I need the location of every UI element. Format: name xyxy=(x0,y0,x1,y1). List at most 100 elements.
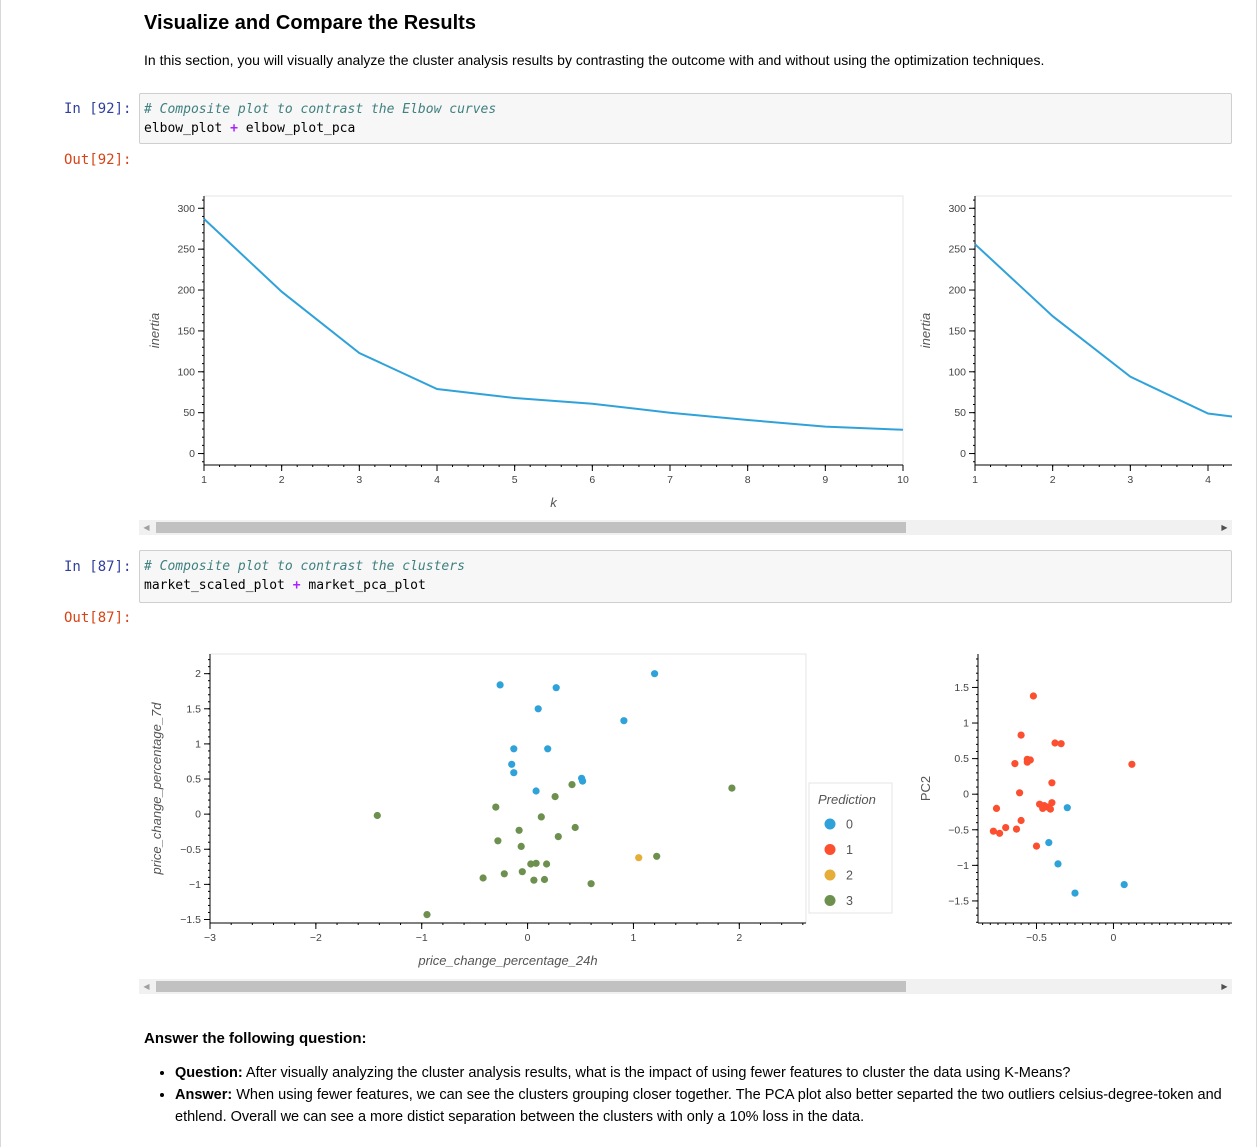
plot-frame xyxy=(974,195,1232,466)
scatter-point-cluster-3 xyxy=(728,784,736,792)
y-tick-label: 50 xyxy=(954,407,966,419)
y-tick-label: −1.5 xyxy=(948,895,969,907)
scatter-point-cluster-0 xyxy=(1120,881,1128,889)
answer-item: Answer: When using fewer features, we ca… xyxy=(175,1084,1258,1128)
question-label: Question: xyxy=(175,1065,243,1081)
legend-title: Prediction xyxy=(818,792,876,807)
y-tick-label: 0.5 xyxy=(954,753,969,765)
scatter-point-cluster-0 xyxy=(651,670,659,678)
code-comment: # Composite plot to contrast the Elbow c… xyxy=(144,102,497,117)
y-tick-label: 0.5 xyxy=(186,774,201,786)
scatter-point-cluster-3 xyxy=(479,874,487,882)
scatter-point-cluster-3 xyxy=(653,852,661,860)
x-tick-label: 10 xyxy=(897,474,909,486)
scatter-point-cluster-1 xyxy=(992,804,1001,812)
elbow-line xyxy=(203,218,904,431)
output-prompt: Out[92]: xyxy=(64,152,132,168)
scatter-point-cluster-1 xyxy=(1011,760,1019,768)
code-cell[interactable]: # Composite plot to contrast the cluster… xyxy=(139,550,1232,603)
scatter-point-cluster-1 xyxy=(1002,824,1010,832)
x-tick-label: 1 xyxy=(972,474,978,486)
x-tick-label: 4 xyxy=(1205,474,1211,486)
y-tick-label: 150 xyxy=(177,325,195,337)
y-axis-label: PC2 xyxy=(918,776,933,801)
scatter-point-cluster-0 xyxy=(496,681,504,689)
horizontal-scrollbar[interactable]: ◀ ▶ xyxy=(139,520,1232,535)
scroll-right-arrow-icon[interactable]: ▶ xyxy=(1221,523,1228,532)
scatter-point-cluster-3 xyxy=(500,870,508,878)
answer-label: Answer: xyxy=(175,1087,233,1103)
scatter-point-cluster-1 xyxy=(1017,816,1025,825)
scatter-point-cluster-1 xyxy=(1057,740,1065,748)
x-tick-label: 0 xyxy=(525,932,531,944)
scatter-point-cluster-0 xyxy=(510,745,518,753)
elbow-line xyxy=(974,243,1232,418)
scatter-point-cluster-3 xyxy=(518,868,526,876)
scroll-left-arrow-icon[interactable]: ◀ xyxy=(143,982,150,991)
y-tick-label: 0 xyxy=(960,448,966,460)
answer-text: When using fewer features, we can see th… xyxy=(175,1087,1222,1125)
scatter-point-cluster-3 xyxy=(551,793,559,801)
x-tick-label: −2 xyxy=(310,932,322,944)
x-tick-label: −3 xyxy=(204,932,216,944)
y-axis-label: inertia xyxy=(918,313,933,348)
question-item: Question: After visually analyzing the c… xyxy=(175,1062,1258,1084)
x-tick-label: 1 xyxy=(631,932,637,944)
scatter-point-cluster-1 xyxy=(989,827,998,835)
scatter-point-cluster-0 xyxy=(579,777,587,785)
question-text: After visually analyzing the cluster ana… xyxy=(242,1065,1071,1081)
x-axis-label: k xyxy=(550,495,558,510)
cluster-plots: −1.5 −1 −0.5 0 0.5 1 1.5 2 −3 −2 −1 0 1 2 price_change… xyxy=(149,653,1232,968)
code-operator: + xyxy=(292,578,301,593)
scatter-point-cluster-0 xyxy=(1054,860,1062,868)
scatter-point-cluster-0 xyxy=(544,745,552,753)
y-tick-label: 300 xyxy=(948,203,966,215)
legend-label: 2 xyxy=(846,869,853,883)
scatter-point-cluster-1 xyxy=(1023,758,1031,766)
code-cell[interactable]: # Composite plot to contrast the Elbow c… xyxy=(139,93,1232,144)
scatter-point-cluster-1 xyxy=(1046,805,1054,813)
scroll-left-arrow-icon[interactable]: ◀ xyxy=(143,523,150,532)
y-axis-label: inertia xyxy=(147,313,162,348)
scatter-point-cluster-3 xyxy=(587,880,595,888)
section-intro: In this section, you will visually analy… xyxy=(144,52,1045,68)
y-tick-label: 1.5 xyxy=(186,703,201,715)
y-tick-label: −0.5 xyxy=(180,844,201,856)
y-tick-label: −1 xyxy=(189,879,201,891)
y-tick-label: 50 xyxy=(183,407,195,419)
legend-marker-1 xyxy=(824,844,836,855)
scatter-point-cluster-3 xyxy=(517,842,525,850)
scrollbar-thumb[interactable] xyxy=(156,522,906,533)
legend-marker-0 xyxy=(824,818,836,830)
y-tick-label: 0 xyxy=(195,809,201,821)
input-prompt: In [92]: xyxy=(64,101,132,117)
y-tick-label: −1.5 xyxy=(180,914,201,926)
scatter-point-cluster-2 xyxy=(635,854,643,862)
scatter-point-cluster-1 xyxy=(1128,760,1136,768)
y-tick-label: 150 xyxy=(948,325,966,337)
scatter-point-cluster-3 xyxy=(540,875,549,884)
scatter-point-cluster-1 xyxy=(1029,692,1037,700)
legend-label: 1 xyxy=(846,843,853,857)
scatter-point-cluster-3 xyxy=(373,811,381,820)
cluster-output-area: −1.5 −1 −0.5 0 0.5 1 1.5 2 −3 −2 −1 0 1 2 price_change… xyxy=(139,640,1232,980)
code-token: market_scaled_plot xyxy=(144,578,285,593)
qa-list: Question: After visually analyzing the c… xyxy=(144,1062,1258,1128)
y-tick-label: 100 xyxy=(177,366,195,378)
scatter-point-cluster-3 xyxy=(492,803,500,811)
code-token: elbow_plot_pca xyxy=(245,121,356,136)
legend-label: 3 xyxy=(846,894,853,908)
plot-frame xyxy=(209,653,807,924)
scroll-right-arrow-icon[interactable]: ▶ xyxy=(1221,982,1228,991)
y-tick-label: 1 xyxy=(195,738,201,750)
x-tick-label: 6 xyxy=(589,474,595,486)
scrollbar-thumb[interactable] xyxy=(156,981,906,992)
input-prompt: In [87]: xyxy=(64,559,132,575)
output-prompt: Out[87]: xyxy=(64,610,132,626)
y-axis-label: price_change_percentage_7d xyxy=(149,702,164,876)
scatter-point-cluster-0 xyxy=(510,769,518,777)
scatter-point-cluster-3 xyxy=(532,859,540,867)
x-tick-label: 2 xyxy=(736,932,742,944)
x-tick-label: 3 xyxy=(356,474,362,486)
horizontal-scrollbar[interactable]: ◀ ▶ xyxy=(139,979,1232,994)
